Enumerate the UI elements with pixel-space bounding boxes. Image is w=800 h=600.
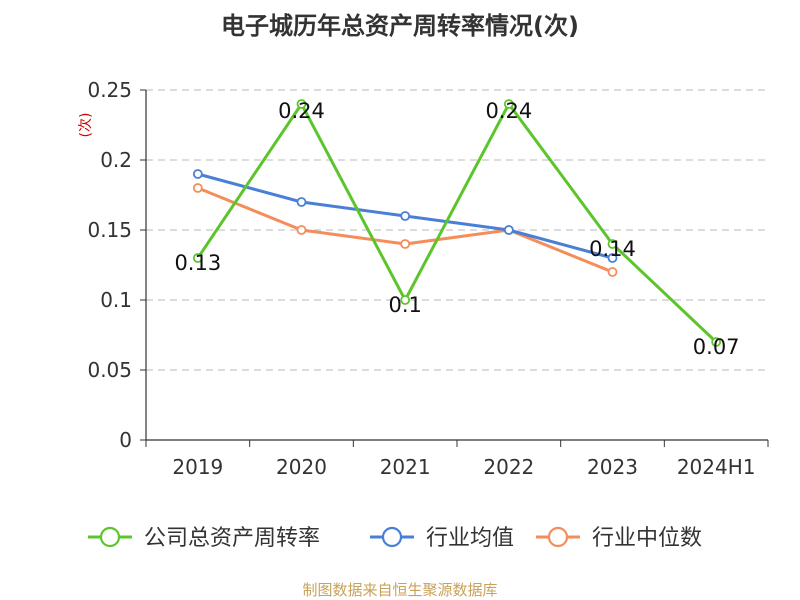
data-point [607, 267, 618, 277]
data-point [296, 197, 307, 207]
grid-lines [146, 89, 768, 371]
x-tick-label: 2024H1 [677, 455, 756, 479]
data-point [192, 183, 203, 193]
series-1 [192, 169, 618, 263]
data-label: 0.13 [174, 251, 221, 275]
series-0 [192, 99, 722, 347]
data-point [503, 225, 514, 235]
legend-marker [99, 526, 121, 548]
source-note: 制图数据来自恒生聚源数据库 [302, 581, 497, 599]
data-label: 0.14 [589, 237, 636, 261]
data-labels: 0.13 0.24 0.1 0.24 0.14 0.07 [174, 99, 739, 359]
data-point [192, 253, 203, 263]
legend-item-1: 行业均值 [370, 526, 514, 551]
x-tick-label: 2022 [483, 455, 534, 479]
legend: 公司总资产周转率 行业均值 行业中位数 [88, 526, 702, 551]
data-point [711, 337, 722, 347]
legend-item-0: 公司总资产周转率 [88, 526, 320, 551]
legend-marker [381, 526, 403, 548]
data-label: 0.07 [693, 335, 740, 359]
data-label: 0.24 [278, 99, 325, 123]
data-point [503, 99, 514, 109]
x-tick-label: 2019 [172, 455, 223, 479]
legend-item-2: 行业中位数 [536, 526, 702, 551]
legend-label: 行业中位数 [592, 526, 702, 551]
data-label: 0.24 [485, 99, 532, 123]
x-tick-label: 2021 [380, 455, 431, 479]
y-tick-label: 0.15 [87, 218, 132, 242]
y-axis-label: (次) [78, 113, 94, 138]
y-tick-label: 0.25 [87, 78, 132, 102]
x-tick-label: 2023 [587, 455, 638, 479]
axes: 0 0.05 0.1 0.15 0.2 0.25 2019 2020 2021 2022 2023 2… [87, 78, 769, 479]
data-label: 0.1 [388, 293, 421, 317]
data-point [400, 211, 411, 221]
legend-marker [547, 526, 569, 548]
x-tick-label: 2020 [276, 455, 327, 479]
y-tick-label: 0.1 [100, 288, 132, 312]
data-point [192, 169, 203, 179]
data-point [400, 295, 411, 305]
data-point [296, 225, 307, 235]
data-point [296, 99, 307, 109]
data-point [607, 239, 618, 249]
y-tick-label: 0.2 [100, 148, 132, 172]
y-tick-label: 0.05 [87, 358, 132, 382]
data-point [607, 253, 618, 263]
chart-title: 电子城历年总资产周转率情况(次) [221, 12, 579, 40]
legend-label: 行业均值 [426, 526, 514, 551]
series-line [196, 102, 718, 344]
series-group [192, 99, 722, 347]
y-tick-label: 0 [119, 428, 132, 452]
data-point [400, 239, 411, 249]
legend-label: 公司总资产周转率 [144, 526, 320, 551]
